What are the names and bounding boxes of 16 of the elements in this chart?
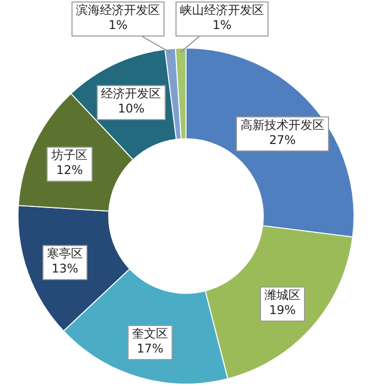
data-label: 10% (118, 102, 145, 116)
data-label: 13% (52, 262, 78, 276)
slice-label: 潍城区 (264, 288, 300, 302)
data-label: 12% (56, 163, 83, 178)
slice-label: 高新技术开发区 (240, 118, 324, 132)
slice-label: 奎文区 (132, 326, 168, 341)
data-label: 17% (136, 342, 164, 356)
data-label: 19% (269, 303, 296, 318)
slice-label: 滨海经济开发区 (76, 3, 160, 17)
data-label: 1% (212, 18, 232, 32)
slice-label: 经济开发区 (101, 86, 162, 101)
slice-label: 坊子区 (50, 148, 88, 162)
slice-label: 峡山经济开发区 (180, 3, 264, 17)
slice-label: 寒亭区 (46, 246, 83, 261)
data-label: 27% (269, 132, 296, 147)
data-label: 1% (108, 18, 128, 32)
